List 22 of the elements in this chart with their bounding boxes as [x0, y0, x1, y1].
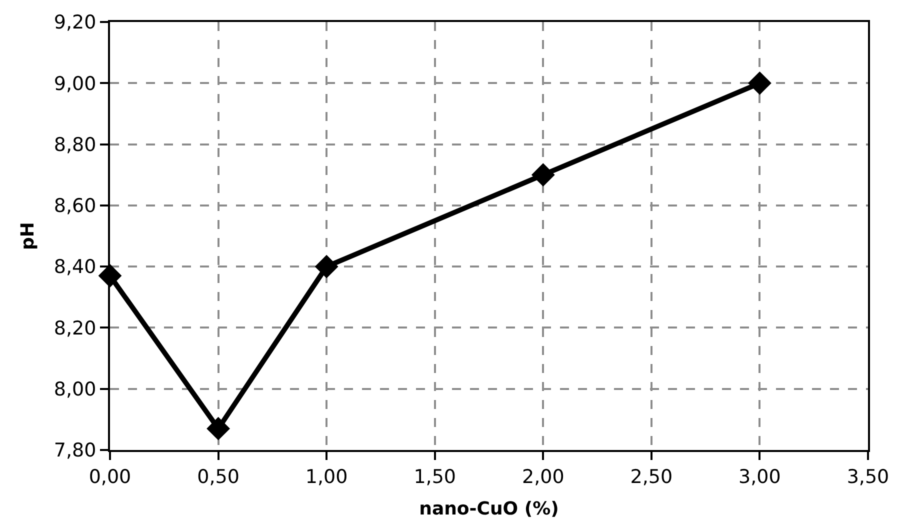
x-tick-label: 3,00 — [738, 466, 781, 488]
y-tick-label: 9,20 — [54, 12, 96, 34]
x-tick-label: 0,00 — [88, 466, 132, 488]
y-tick-label: 8,80 — [54, 134, 96, 156]
y-tick-label: 8,40 — [54, 256, 96, 278]
y-tick-label: 8,20 — [54, 317, 96, 340]
x-tick-label: 2,00 — [522, 466, 564, 488]
x-tick-label: 1,00 — [305, 466, 348, 488]
y-axis-title: pH — [18, 222, 39, 250]
y-tick-label: 9,00 — [54, 72, 96, 95]
point — [748, 71, 772, 95]
x-tick-label: 2,50 — [630, 466, 673, 488]
point — [314, 254, 338, 278]
y-tick-label: 7,80 — [54, 440, 96, 462]
x-axis-title: nano-CuO (%) — [419, 498, 559, 520]
point — [206, 416, 230, 440]
point — [531, 163, 555, 187]
x-tick-label: 3,50 — [846, 466, 890, 488]
y-tick-label: 8,60 — [54, 195, 96, 218]
x-tick-label: 1,50 — [414, 466, 456, 488]
y-tick-label: 8,00 — [54, 378, 96, 401]
x-tick-label: 0,50 — [197, 466, 240, 488]
